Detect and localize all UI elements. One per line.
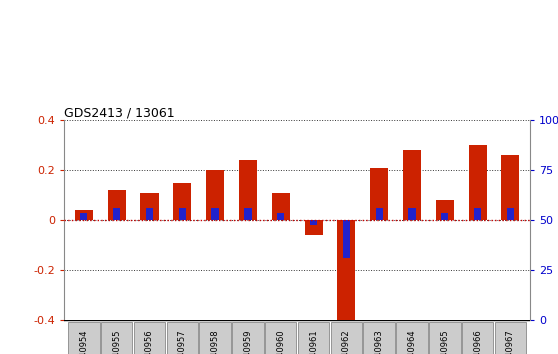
Text: GSM140965: GSM140965 bbox=[440, 330, 449, 354]
Bar bbox=[239, 160, 257, 220]
FancyBboxPatch shape bbox=[462, 322, 493, 354]
Bar bbox=[277, 213, 285, 220]
Bar bbox=[305, 220, 323, 235]
Bar bbox=[338, 220, 355, 325]
FancyBboxPatch shape bbox=[134, 322, 165, 354]
Bar bbox=[179, 208, 186, 220]
Bar bbox=[436, 200, 454, 220]
Bar bbox=[141, 193, 158, 220]
Bar bbox=[507, 208, 514, 220]
Bar bbox=[441, 213, 449, 220]
Bar bbox=[370, 168, 388, 220]
Text: GSM140966: GSM140966 bbox=[473, 330, 482, 354]
FancyBboxPatch shape bbox=[396, 322, 428, 354]
FancyBboxPatch shape bbox=[68, 322, 100, 354]
FancyBboxPatch shape bbox=[298, 322, 329, 354]
Text: GSM140958: GSM140958 bbox=[210, 330, 220, 354]
Text: GSM140964: GSM140964 bbox=[407, 330, 416, 354]
FancyBboxPatch shape bbox=[363, 322, 395, 354]
Bar bbox=[80, 213, 88, 220]
Text: GSM140967: GSM140967 bbox=[506, 330, 515, 354]
FancyBboxPatch shape bbox=[101, 322, 132, 354]
Bar bbox=[113, 208, 121, 220]
Bar bbox=[146, 208, 153, 220]
Text: GSM140959: GSM140959 bbox=[243, 330, 252, 354]
Bar bbox=[206, 170, 224, 220]
Bar bbox=[244, 208, 252, 220]
Text: GSM140955: GSM140955 bbox=[112, 330, 121, 354]
Text: GSM140963: GSM140963 bbox=[374, 330, 384, 354]
Bar bbox=[376, 208, 383, 220]
Text: GSM140961: GSM140961 bbox=[309, 330, 318, 354]
Bar bbox=[408, 208, 416, 220]
Text: GSM140960: GSM140960 bbox=[276, 330, 285, 354]
Bar bbox=[469, 145, 487, 220]
FancyBboxPatch shape bbox=[166, 322, 198, 354]
Bar bbox=[403, 150, 421, 220]
Text: GDS2413 / 13061: GDS2413 / 13061 bbox=[64, 106, 175, 119]
FancyBboxPatch shape bbox=[330, 322, 362, 354]
FancyBboxPatch shape bbox=[199, 322, 231, 354]
FancyBboxPatch shape bbox=[265, 322, 296, 354]
Text: GSM140962: GSM140962 bbox=[342, 330, 351, 354]
Bar bbox=[474, 208, 481, 220]
Bar bbox=[108, 190, 126, 220]
Bar bbox=[310, 220, 317, 225]
Bar bbox=[75, 210, 93, 220]
Text: GSM140954: GSM140954 bbox=[79, 330, 88, 354]
Bar bbox=[174, 183, 191, 220]
Bar bbox=[211, 208, 219, 220]
Bar bbox=[272, 193, 290, 220]
Bar bbox=[502, 155, 519, 220]
FancyBboxPatch shape bbox=[232, 322, 264, 354]
Text: GSM140956: GSM140956 bbox=[145, 330, 154, 354]
FancyBboxPatch shape bbox=[494, 322, 526, 354]
FancyBboxPatch shape bbox=[429, 322, 460, 354]
Text: GSM140957: GSM140957 bbox=[178, 330, 187, 354]
Bar bbox=[343, 220, 350, 258]
